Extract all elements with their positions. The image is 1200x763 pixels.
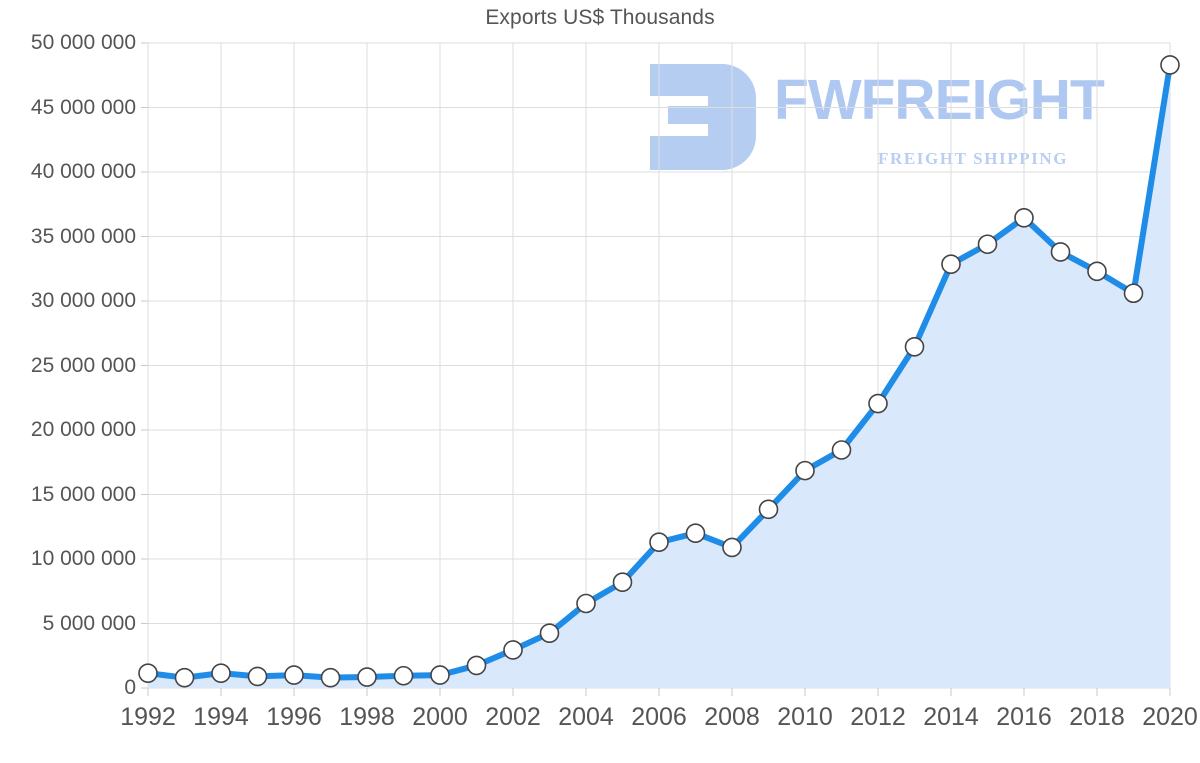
x-axis-tick-label: 2018 — [1069, 703, 1125, 731]
tick-marks — [141, 42, 1171, 696]
data-point-marker[interactable] — [1014, 208, 1034, 228]
data-point-marker[interactable] — [430, 665, 450, 685]
data-point-marker[interactable] — [941, 254, 961, 275]
data-point-marker[interactable] — [722, 537, 742, 558]
x-axis-tick-label: 1994 — [193, 703, 249, 731]
data-point-marker[interactable] — [247, 666, 268, 687]
x-axis-tick-label: 2000 — [412, 703, 468, 731]
x-axis-tick-label: 1996 — [266, 703, 322, 731]
x-axis-tick-label: 2006 — [631, 703, 687, 731]
data-point-marker[interactable] — [868, 393, 888, 414]
data-markers — [138, 55, 1180, 688]
data-point-marker[interactable] — [977, 234, 998, 255]
data-point-marker[interactable] — [685, 523, 706, 544]
data-point-marker[interactable] — [357, 667, 377, 687]
x-axis-tick-label: 2020 — [1142, 703, 1198, 731]
y-axis-tick-label: 15 000 000 — [30, 482, 136, 506]
data-point-marker[interactable] — [831, 440, 852, 460]
data-point-marker[interactable] — [284, 665, 304, 685]
y-axis-tick-label: 35 000 000 — [30, 224, 136, 248]
area-fill — [148, 64, 1170, 689]
data-point-marker[interactable] — [393, 665, 414, 686]
y-axis-tick-label: 10 000 000 — [30, 547, 136, 570]
x-axis-tick-label: 2016 — [996, 703, 1052, 731]
data-point-marker[interactable] — [576, 593, 596, 614]
y-axis-tick-label: 5 000 000 — [42, 611, 136, 635]
y-axis-tick-label: 50 000 000 — [30, 31, 136, 54]
data-point-marker[interactable] — [138, 663, 158, 683]
y-axis-tick-label: 45 000 000 — [30, 95, 136, 119]
data-point-marker[interactable] — [211, 663, 231, 683]
data-point-marker[interactable] — [649, 532, 669, 553]
x-axis-tick-label: 1998 — [339, 703, 395, 731]
data-point-marker[interactable] — [795, 460, 815, 481]
y-axis-tick-label: 30 000 000 — [30, 289, 136, 312]
data-point-marker[interactable] — [1123, 283, 1144, 304]
data-point-marker[interactable] — [904, 336, 925, 357]
data-point-marker[interactable] — [320, 667, 341, 688]
x-axis-tick-label: 2008 — [704, 703, 760, 731]
y-axis-tick-label: 25 000 000 — [30, 353, 136, 377]
data-point-marker[interactable] — [612, 572, 633, 593]
data-point-marker[interactable] — [1160, 55, 1180, 75]
x-axis-tick-label: 2012 — [850, 703, 906, 731]
x-axis-tick-label: 2014 — [923, 703, 979, 731]
y-axis-tick-label: 0 — [124, 676, 136, 699]
y-axis-tick-label: 20 000 000 — [30, 418, 136, 441]
x-axis-tick-label: 2002 — [485, 703, 541, 731]
x-axis-tick-label: 2010 — [777, 703, 833, 731]
chart-title: Exports US$ Thousands — [485, 6, 715, 29]
y-axis-tick-label: 40 000 000 — [30, 160, 136, 183]
x-axis-tick-label: 2004 — [558, 703, 614, 731]
data-point-marker[interactable] — [174, 667, 195, 688]
data-point-marker[interactable] — [539, 623, 560, 643]
data-point-marker[interactable] — [1087, 261, 1107, 282]
x-axis-tick-label: 1992 — [120, 703, 176, 731]
data-point-marker[interactable] — [758, 499, 779, 520]
data-point-marker[interactable] — [1050, 242, 1071, 262]
data-point-marker[interactable] — [466, 655, 487, 676]
data-point-marker[interactable] — [503, 640, 523, 660]
